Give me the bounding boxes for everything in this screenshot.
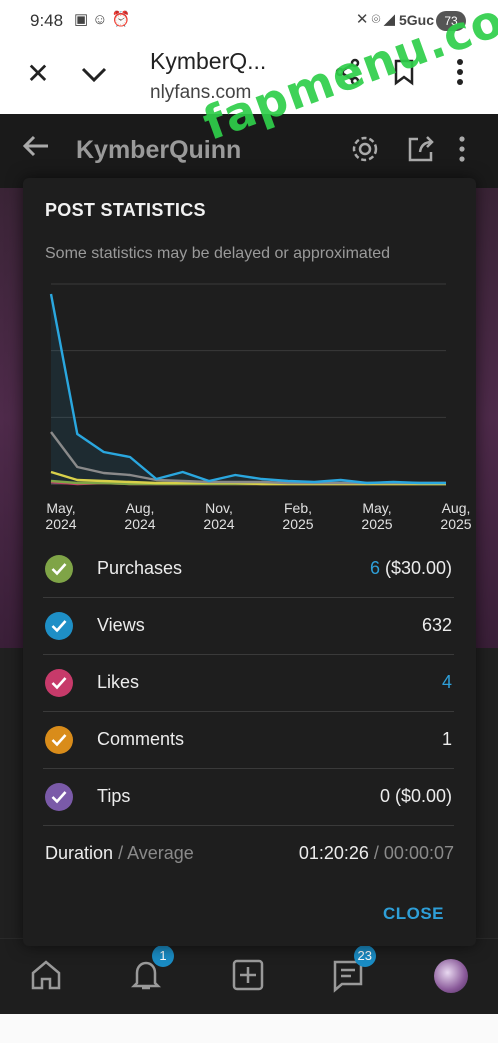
check-icon[interactable] [45,726,73,754]
close-button[interactable]: CLOSE [382,904,444,923]
location-icon: ⌾ [371,11,384,28]
stat-value-accent: 4 [441,672,452,692]
home-icon[interactable] [28,957,68,997]
x-tick-label-year: 2024 [124,516,156,532]
system-nav-bar [0,1014,498,1043]
x-tick-label-month: Aug, [125,500,155,516]
mute-icon: ✕ [355,11,372,28]
stat-value-text: ($30.00) [379,558,452,578]
statistics-chart: May, 2024 Aug, 2024 Nov, 2024 Feb, 2025 May, 2025… [23,278,476,538]
stat-label: Comments [97,729,185,749]
app-header: KymberQuinn [0,114,498,188]
stat-label: Purchases [97,558,183,578]
more-vert-icon[interactable] [444,58,476,90]
avatar[interactable] [434,959,468,993]
x-tick-label-year: 2025 [440,516,472,532]
page-url[interactable]: nlyfans.com [150,82,252,103]
system-icons: ✕⌾◢ [356,10,398,28]
post-statistics-dialog: POST STATISTICS Some statistics may be d… [23,178,476,946]
notification-icons: ▣☺⏰ [74,10,134,28]
x-tick-label-month: Feb, [283,500,312,516]
x-tick-label-month: Nov, [205,500,233,516]
stat-row-comments: Comments 1 [43,712,454,769]
alarm-icon: ⏰ [111,11,135,28]
share-out-icon[interactable] [406,134,436,164]
gear-icon[interactable] [350,134,380,164]
stat-value-accent: 6 [369,558,380,578]
share-icon[interactable] [332,58,364,90]
duration-value: 01:20:26 / 00:00:07 [299,843,454,864]
browser-toolbar: ✕ KymberQ... nlyfans.com [0,44,498,114]
check-icon[interactable] [45,783,73,811]
more-vert-icon[interactable] [458,134,468,164]
network-type: 5Guc [398,12,434,28]
series-line-0 [49,293,446,485]
status-bar: 9:48 ▣☺⏰ ✕⌾◢ 5Guc 73 [0,0,498,44]
stat-row-tips: Tips 0 ($0.00) [43,769,454,826]
check-icon[interactable] [45,555,73,583]
x-tick-label-month: May, [46,500,76,516]
stat-value-text: 0 ($0.00) [379,786,452,806]
x-tick-label: May, 2025 [347,500,407,532]
x-tick-label: Feb, 2025 [268,500,328,532]
close-icon[interactable]: ✕ [26,58,50,89]
stat-value: 6 ($30.00) [370,558,452,579]
page-title: KymberQ... [150,48,267,74]
bookmark-icon[interactable] [388,58,420,90]
stat-label: Tips [97,786,131,806]
series-area [51,294,446,484]
signal-icon: ◢ [383,11,398,28]
notifications-badge: 1 [152,945,174,967]
duration-label: Duration / Average [45,843,194,864]
x-tick-label: Aug, 2024 [110,500,170,532]
add-post-icon[interactable] [230,957,270,997]
stat-value-text: 632 [421,615,452,635]
x-tick-label: May, 2024 [31,500,91,532]
x-tick-label-year: 2024 [45,516,77,532]
stat-value: 1 [442,729,452,750]
screenshot-icon: ▣ [74,11,93,28]
stat-value-text: 1 [441,729,452,749]
stat-label: Views [97,615,145,635]
chevron-down-icon[interactable] [78,58,110,90]
clock: 9:48 [30,11,64,30]
duration-total: 01:20:26 [298,843,369,863]
dialog-note: Some statistics may be delayed or approx… [45,245,391,262]
profile-name: KymberQuinn [76,136,242,164]
stat-row-likes: Likes 4 [43,655,454,712]
x-tick-label-year: 2025 [361,516,393,532]
duration-sub-label: / Average [118,843,194,863]
stat-row-purchases: Purchases 6 ($30.00) [43,541,454,598]
back-arrow-icon[interactable] [22,132,50,166]
duration-average: / 00:00:07 [373,843,454,863]
x-tick-label: Aug, 2025 [426,500,486,532]
duration-label-text: Duration [45,843,114,863]
x-tick-label: Nov, 2024 [189,500,249,532]
x-tick-label-month: May, [362,500,392,516]
x-tick-label-year: 2025 [282,516,314,532]
dialog-title: POST STATISTICS [45,200,206,220]
notifications-icon[interactable]: 1 [128,945,174,997]
stat-value: 0 ($0.00) [380,786,452,807]
x-tick-label-month: Aug, [441,500,471,516]
stat-value: 632 [422,615,452,636]
x-tick-label-year: 2024 [203,516,235,532]
battery-icon: 73 [436,11,466,31]
snapchat-icon: ☺ [92,11,112,28]
stat-label: Likes [97,672,140,692]
stat-value: 4 [442,672,452,693]
stat-row-views: Views 632 [43,598,454,655]
messages-badge: 23 [353,945,376,967]
bottom-nav: 1 23 [0,938,498,1014]
chart-svg [49,283,446,486]
check-icon[interactable] [45,669,73,697]
messages-icon[interactable]: 23 [330,945,376,997]
check-icon[interactable] [45,612,73,640]
